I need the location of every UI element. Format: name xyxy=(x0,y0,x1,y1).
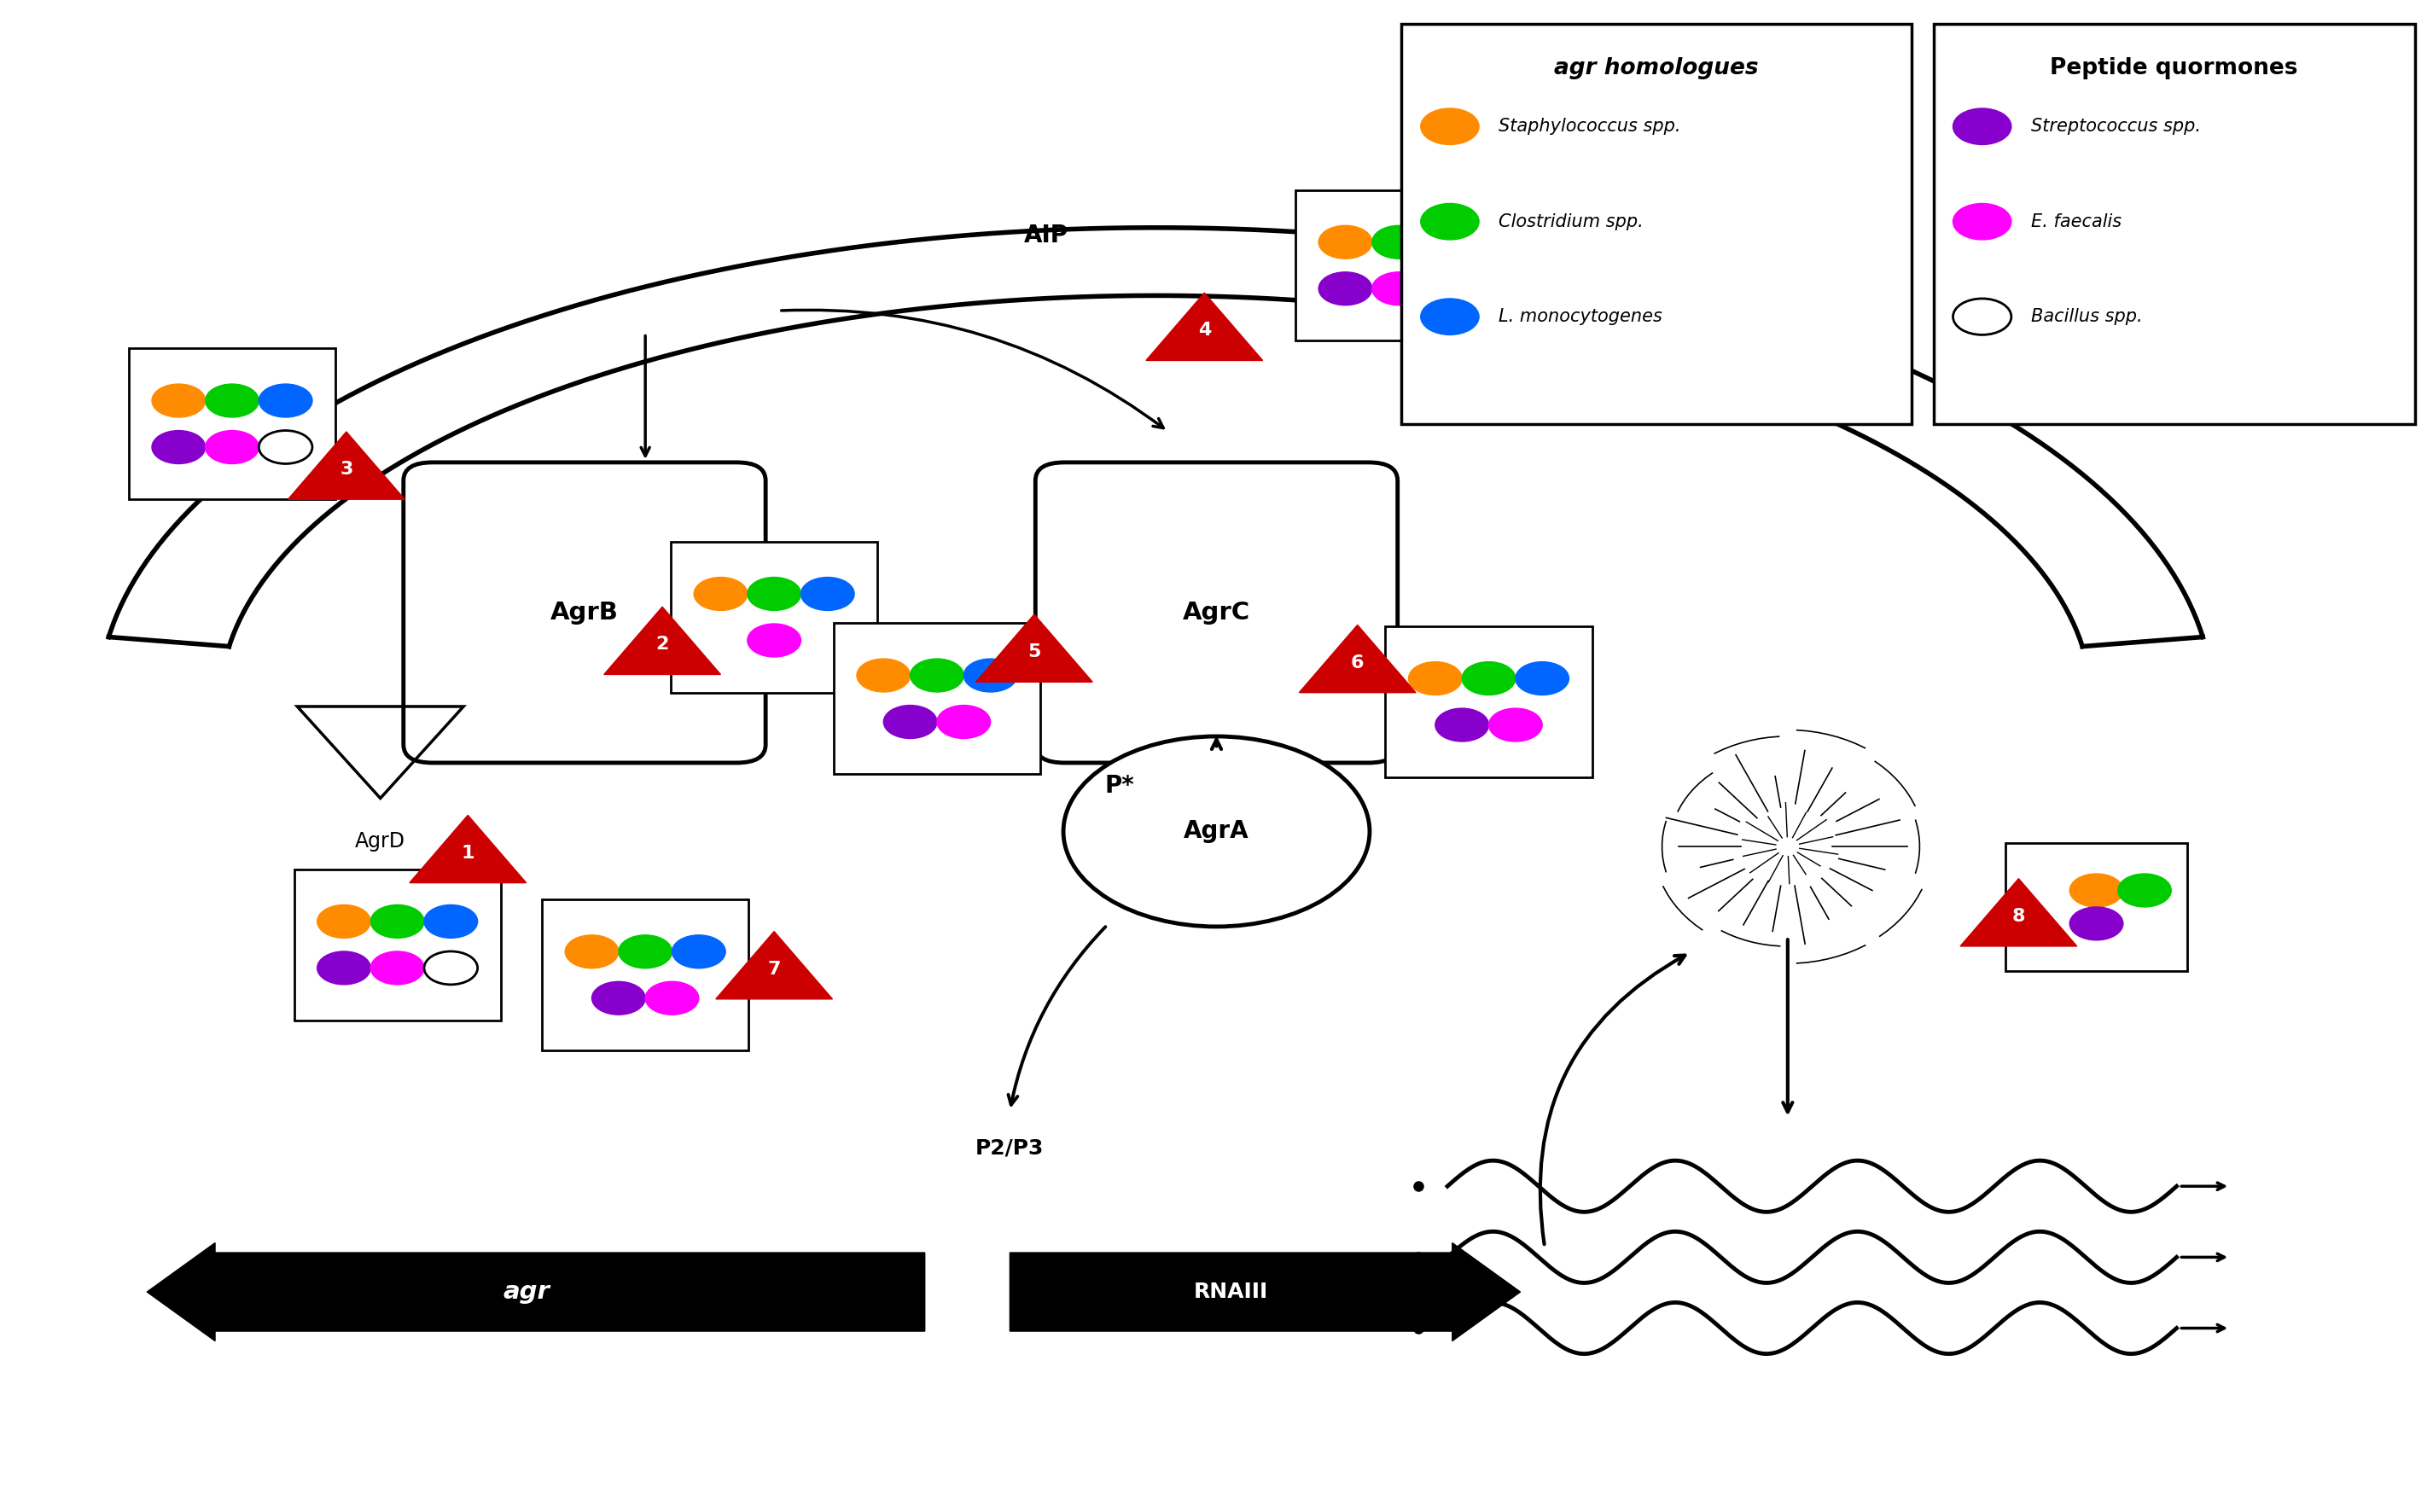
FancyBboxPatch shape xyxy=(1384,626,1591,777)
FancyBboxPatch shape xyxy=(2005,842,2187,971)
Circle shape xyxy=(1409,662,1462,696)
Circle shape xyxy=(204,384,258,417)
Circle shape xyxy=(258,384,311,417)
FancyBboxPatch shape xyxy=(1934,24,2416,423)
Circle shape xyxy=(747,578,800,611)
Polygon shape xyxy=(1146,293,1263,360)
FancyBboxPatch shape xyxy=(543,900,749,1051)
Circle shape xyxy=(1421,298,1479,334)
Circle shape xyxy=(747,624,800,658)
Circle shape xyxy=(1426,225,1479,259)
Polygon shape xyxy=(1961,878,2078,947)
Text: AgrA: AgrA xyxy=(1185,820,1248,844)
Circle shape xyxy=(591,981,645,1015)
Text: Peptide quormones: Peptide quormones xyxy=(2051,57,2299,79)
Text: 6: 6 xyxy=(1350,655,1365,671)
Text: 4: 4 xyxy=(1197,322,1212,339)
Text: AIP: AIP xyxy=(1024,224,1068,246)
Circle shape xyxy=(2070,874,2124,907)
Text: agr homologues: agr homologues xyxy=(1555,57,1759,79)
Text: AgrB: AgrB xyxy=(550,600,618,624)
Circle shape xyxy=(1516,662,1569,696)
Circle shape xyxy=(672,934,725,968)
Text: Bacillus spp.: Bacillus spp. xyxy=(2032,308,2141,325)
Circle shape xyxy=(316,904,370,937)
Polygon shape xyxy=(715,931,832,999)
Circle shape xyxy=(1435,708,1489,741)
FancyArrow shape xyxy=(146,1243,925,1341)
Text: Clostridium spp.: Clostridium spp. xyxy=(1499,213,1642,230)
Circle shape xyxy=(1462,662,1516,696)
Circle shape xyxy=(1421,204,1479,240)
Circle shape xyxy=(1421,109,1479,145)
Circle shape xyxy=(2070,907,2124,940)
FancyBboxPatch shape xyxy=(404,463,766,762)
Circle shape xyxy=(910,659,963,692)
Circle shape xyxy=(1319,272,1372,305)
FancyBboxPatch shape xyxy=(1036,463,1397,762)
Polygon shape xyxy=(287,432,404,499)
Circle shape xyxy=(937,705,990,738)
FancyBboxPatch shape xyxy=(294,869,501,1021)
Circle shape xyxy=(423,904,477,937)
Circle shape xyxy=(204,431,258,464)
Circle shape xyxy=(800,578,854,611)
Circle shape xyxy=(693,578,747,611)
FancyBboxPatch shape xyxy=(835,623,1041,774)
Polygon shape xyxy=(1299,624,1416,692)
Circle shape xyxy=(1954,109,2012,145)
Circle shape xyxy=(564,934,618,968)
Circle shape xyxy=(618,934,672,968)
Circle shape xyxy=(2117,874,2170,907)
Circle shape xyxy=(1954,204,2012,240)
Text: RNAIII: RNAIII xyxy=(1195,1282,1268,1302)
FancyArrow shape xyxy=(1010,1243,1521,1341)
FancyBboxPatch shape xyxy=(1294,191,1501,340)
Polygon shape xyxy=(976,614,1092,682)
Circle shape xyxy=(645,981,698,1015)
Circle shape xyxy=(1372,225,1426,259)
Circle shape xyxy=(856,659,910,692)
Circle shape xyxy=(370,951,423,984)
Polygon shape xyxy=(603,606,720,674)
Text: L. monocytogenes: L. monocytogenes xyxy=(1499,308,1662,325)
Circle shape xyxy=(1063,736,1370,927)
Circle shape xyxy=(963,659,1017,692)
Text: P2/P3: P2/P3 xyxy=(976,1139,1044,1158)
FancyBboxPatch shape xyxy=(129,348,336,499)
Text: Staphylococcus spp.: Staphylococcus spp. xyxy=(1499,118,1681,135)
Circle shape xyxy=(151,431,204,464)
FancyBboxPatch shape xyxy=(672,541,878,692)
Text: 8: 8 xyxy=(2012,907,2024,925)
Text: 3: 3 xyxy=(341,461,353,478)
Text: AgrD: AgrD xyxy=(355,832,406,851)
Circle shape xyxy=(316,951,370,984)
FancyBboxPatch shape xyxy=(1401,24,1912,423)
Text: Streptococcus spp.: Streptococcus spp. xyxy=(2032,118,2199,135)
Circle shape xyxy=(883,705,937,738)
Text: E. faecalis: E. faecalis xyxy=(2032,213,2122,230)
Text: 7: 7 xyxy=(766,960,781,978)
Text: 5: 5 xyxy=(1027,644,1041,661)
Circle shape xyxy=(1319,225,1372,259)
Polygon shape xyxy=(409,815,526,883)
Text: agr: agr xyxy=(504,1281,550,1303)
Text: AgrC: AgrC xyxy=(1182,600,1251,624)
Circle shape xyxy=(1489,708,1543,741)
Circle shape xyxy=(1372,272,1426,305)
Text: 1: 1 xyxy=(462,844,474,862)
Circle shape xyxy=(151,384,204,417)
Text: P*: P* xyxy=(1105,774,1134,798)
Text: 2: 2 xyxy=(657,637,669,653)
Circle shape xyxy=(370,904,423,937)
